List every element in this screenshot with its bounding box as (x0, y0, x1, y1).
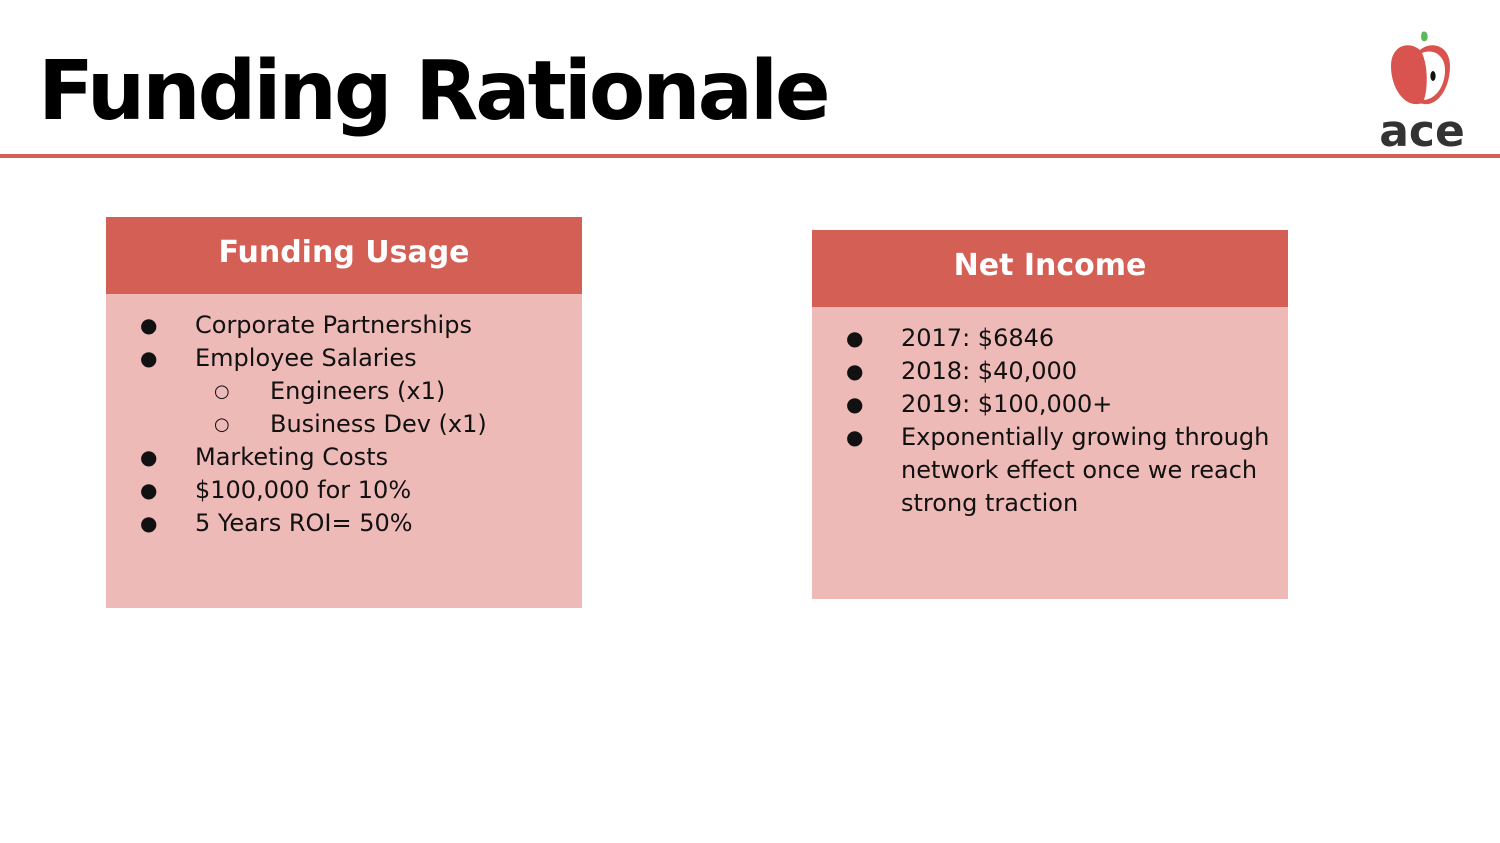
list-item: ● 5 Years ROI= 50% (106, 507, 582, 540)
bullet-icon: ● (140, 313, 158, 337)
net-income-list: ● 2017: $6846 ● 2018: $40,000 ● 2019: $1… (812, 307, 1288, 520)
list-item: ● Employee Salaries (106, 342, 582, 375)
list-item: ○ Business Dev (x1) (106, 408, 582, 441)
list-item-text: 2017: $6846 (901, 324, 1055, 352)
list-item: ● Exponentially growing through network … (812, 421, 1288, 520)
bullet-icon: ● (846, 359, 864, 383)
apple-icon (1391, 31, 1450, 105)
bullet-icon: ● (140, 346, 158, 370)
circle-bullet-icon: ○ (214, 414, 230, 435)
list-item-text: 2018: $40,000 (901, 357, 1078, 385)
ace-logo: ace (1372, 28, 1472, 156)
bullet-icon: ● (846, 392, 864, 416)
list-item-text: Corporate Partnerships (195, 311, 472, 339)
list-item: ○ Engineers (x1) (106, 375, 582, 408)
circle-bullet-icon: ○ (214, 381, 230, 402)
funding-usage-title: Funding Usage (106, 217, 582, 294)
list-item-text: 2019: $100,000+ (901, 390, 1113, 418)
list-item-text: Engineers (x1) (270, 377, 446, 405)
funding-usage-list: ● Corporate Partnerships ● Employee Sala… (106, 294, 582, 540)
page-title: Funding Rationale (38, 44, 831, 139)
list-item: ● $100,000 for 10% (106, 474, 582, 507)
bullet-icon: ● (140, 511, 158, 535)
list-item-text: Business Dev (x1) (270, 410, 487, 438)
funding-usage-card: Funding Usage ● Corporate Partnerships ●… (106, 217, 582, 608)
list-item-text: 5 Years ROI= 50% (195, 509, 413, 537)
bullet-icon: ● (846, 425, 864, 449)
title-divider (0, 154, 1500, 158)
bullet-icon: ● (140, 478, 158, 502)
list-item: ● Marketing Costs (106, 441, 582, 474)
net-income-title: Net Income (812, 230, 1288, 307)
bullet-icon: ● (846, 326, 864, 350)
list-item-text: Employee Salaries (195, 344, 417, 372)
list-item-text: Marketing Costs (195, 443, 389, 471)
list-item: ● 2018: $40,000 (812, 355, 1288, 388)
bullet-icon: ● (140, 445, 158, 469)
logo-wordmark: ace (1379, 106, 1465, 157)
list-item: ● Corporate Partnerships (106, 309, 582, 342)
list-item-text: $100,000 for 10% (195, 476, 412, 504)
list-item: ● 2019: $100,000+ (812, 388, 1288, 421)
list-item: ● 2017: $6846 (812, 322, 1288, 355)
list-item-text: Exponentially growing through network ef… (901, 423, 1270, 517)
net-income-card: Net Income ● 2017: $6846 ● 2018: $40,000… (812, 230, 1288, 599)
